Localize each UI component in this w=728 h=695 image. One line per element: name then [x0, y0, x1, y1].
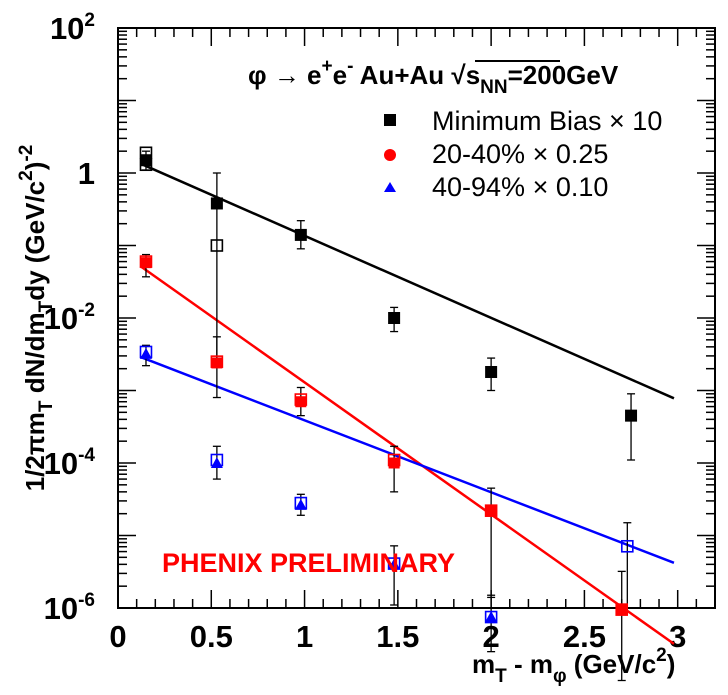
- point-40-94: [210, 457, 223, 468]
- point-minbias: [485, 365, 498, 378]
- data-markers: [139, 146, 638, 624]
- legend-label-40-94: 40-94% × 0.10: [432, 172, 608, 202]
- point-40-94: [294, 498, 307, 510]
- point-minbias: [210, 197, 223, 210]
- legend-marker-40-94: [384, 182, 396, 192]
- legend-marker-20-40: [384, 149, 396, 161]
- phenix-preliminary-label: PHENIX PRELIMINARY: [162, 548, 455, 578]
- point-20-40: [211, 357, 223, 369]
- y-tick-labels: 102 1 10-2 10-4 10-6: [44, 10, 96, 626]
- x-tick-label: 2.5: [563, 619, 606, 654]
- legend: Minimum Bias × 10 20-40% × 0.25 40-94% ×…: [384, 106, 662, 202]
- point-40-94: [485, 611, 498, 623]
- y-tick-label: 10-2: [44, 300, 95, 336]
- point-20-40: [388, 457, 400, 469]
- x-tick-label: 3: [669, 619, 686, 654]
- point-minbias: [388, 312, 401, 324]
- y-tick-label: 10-6: [44, 590, 95, 626]
- x-axis-title: mT - mφ (GeV/c2): [472, 645, 675, 687]
- point-20-40: [140, 257, 152, 269]
- y-tick-label: 10-4: [44, 445, 96, 481]
- x-tick-label: 0.5: [190, 619, 233, 654]
- fit-line-20-40: [139, 265, 675, 645]
- point-minbias: [294, 228, 307, 241]
- legend-marker-minbias: [384, 114, 396, 126]
- open-square-minbias: [210, 239, 224, 252]
- x-tick-label: 1.5: [376, 619, 419, 654]
- point-20-40: [295, 396, 307, 408]
- point-20-40: [616, 604, 628, 616]
- point-20-40: [485, 505, 497, 517]
- y-tick-label: 102: [50, 10, 95, 46]
- y-axis-title: 1/2πmT dN/dmTdy (GeV/c2)-2: [16, 145, 57, 492]
- y-tick-label: 1: [78, 156, 95, 191]
- x-tick-label: 1: [296, 619, 313, 654]
- open-square-40-94: [621, 539, 634, 553]
- legend-label-minbias: Minimum Bias × 10: [432, 106, 662, 136]
- point-40-94: [388, 558, 401, 570]
- fit-line-minbias: [139, 162, 675, 400]
- x-tick-label: 0: [109, 619, 126, 654]
- point-minbias: [139, 154, 152, 167]
- legend-label-20-40: 20-40% × 0.25: [432, 139, 608, 169]
- point-minbias: [625, 409, 638, 422]
- x-tick-labels: 0 0.5 1 1.5 2 2.5 3: [109, 619, 686, 654]
- axis-ticks: [117, 27, 716, 609]
- error-bars: [141, 150, 636, 682]
- chart-header: φ → e+e- Au+Au √sNN=200GeV: [248, 56, 619, 98]
- fit-line-40-94: [139, 355, 675, 564]
- fit-lines: [139, 162, 675, 645]
- point-40-94: [139, 347, 152, 359]
